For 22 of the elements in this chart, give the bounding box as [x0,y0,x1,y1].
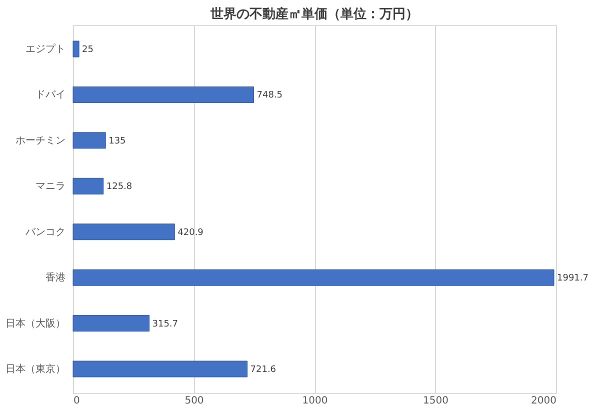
y-tick-label: エジプト [26,43,66,55]
data-label: 135 [108,136,126,146]
y-tick-label: ドバイ [36,90,66,101]
x-tick-label: 500 [184,396,204,406]
data-label: 315.7 [152,319,178,330]
data-label: 25 [82,45,94,55]
y-tick-label: 日本（東京） [6,363,66,375]
data-label: 420.9 [178,228,204,238]
x-tick-label: 1000 [302,396,328,406]
x-tick-label: 2000 [531,396,556,406]
y-tick-label: マニラ [36,181,66,192]
data-label: 125.8 [106,182,132,192]
y-tick-label: ホーチミン [16,135,66,146]
x-tick-label: 1500 [423,396,448,406]
data-label: 721.6 [250,365,276,375]
y-tick-label: 香港 [46,272,66,284]
data-label: 748.5 [256,90,283,101]
x-tick-label: 0 [74,396,80,406]
y-tick-label: バンコク [24,226,66,238]
data-label: 1991.7 [556,274,588,284]
y-tick-label: 日本（大阪） [6,317,66,330]
chart-title: 世界の不動産㎡単価（単位：万円） [210,6,418,22]
